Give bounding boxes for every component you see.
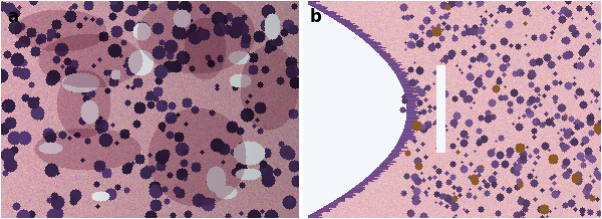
Text: a: a xyxy=(7,8,18,26)
Text: b: b xyxy=(309,8,321,26)
